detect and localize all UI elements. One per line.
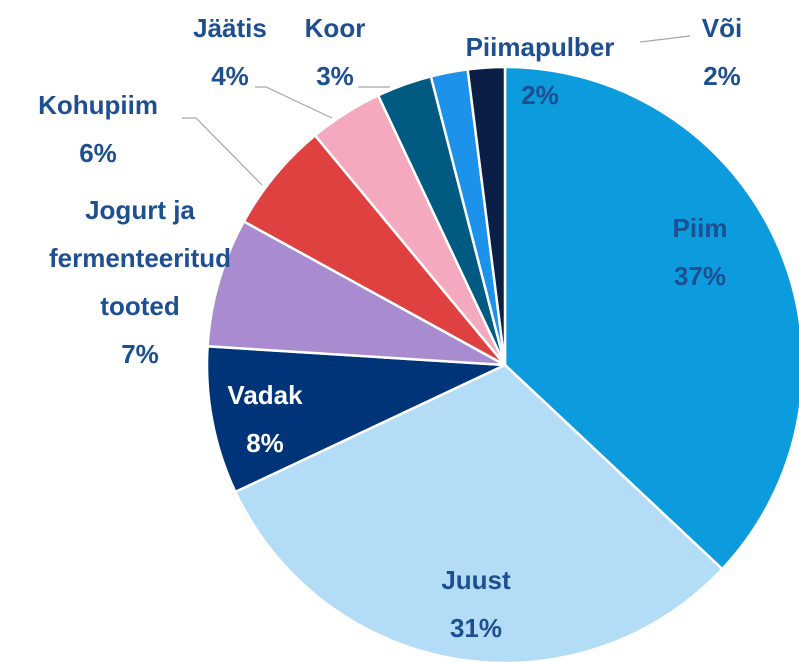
leader-line [182, 117, 263, 186]
pie-slice [233, 363, 725, 662]
category-label: Piim [672, 213, 728, 243]
value-label: 37% [673, 261, 727, 291]
category-label: Vadak [227, 380, 303, 410]
slice-label: Piimapulber 2% [430, 23, 650, 119]
slice-label: Kohupiim 6% [0, 81, 198, 177]
pie-slice [466, 65, 507, 366]
slice-label: Jogurt ja fermenteeritud tooted 7% [15, 186, 265, 378]
slice-label: Piim 37% [600, 204, 799, 300]
leader-line [255, 86, 333, 119]
category-label: Kohupiim [38, 90, 158, 120]
value-label: 3% [316, 61, 354, 91]
slice-label: Või 2% [672, 4, 772, 100]
category-label: Või [701, 13, 743, 43]
value-label: 8% [246, 428, 284, 458]
value-label: 2% [703, 61, 741, 91]
value-label: 2% [521, 80, 559, 110]
pie-slice [503, 65, 799, 571]
pie-slice [205, 344, 506, 494]
slice-label: Jäätis 4% [180, 4, 280, 100]
value-label: 31% [449, 613, 503, 643]
slice-label: Juust 31% [376, 556, 576, 652]
slice-label: Koor 3% [285, 4, 385, 100]
leader-line [639, 35, 691, 43]
pie-slice [206, 219, 506, 367]
value-label: 7% [121, 339, 159, 369]
category-label: Jäätis [193, 13, 267, 43]
category-label: Juust [441, 565, 511, 595]
slice-label: Vadak 8% [165, 371, 365, 467]
value-label: 4% [211, 61, 249, 91]
category-label: Koor [304, 13, 366, 43]
value-label: 6% [79, 138, 117, 168]
leader-lines [182, 35, 691, 186]
category-label: Jogurt ja fermenteeritud tooted [48, 195, 232, 321]
category-label: Piimapulber [465, 32, 615, 62]
